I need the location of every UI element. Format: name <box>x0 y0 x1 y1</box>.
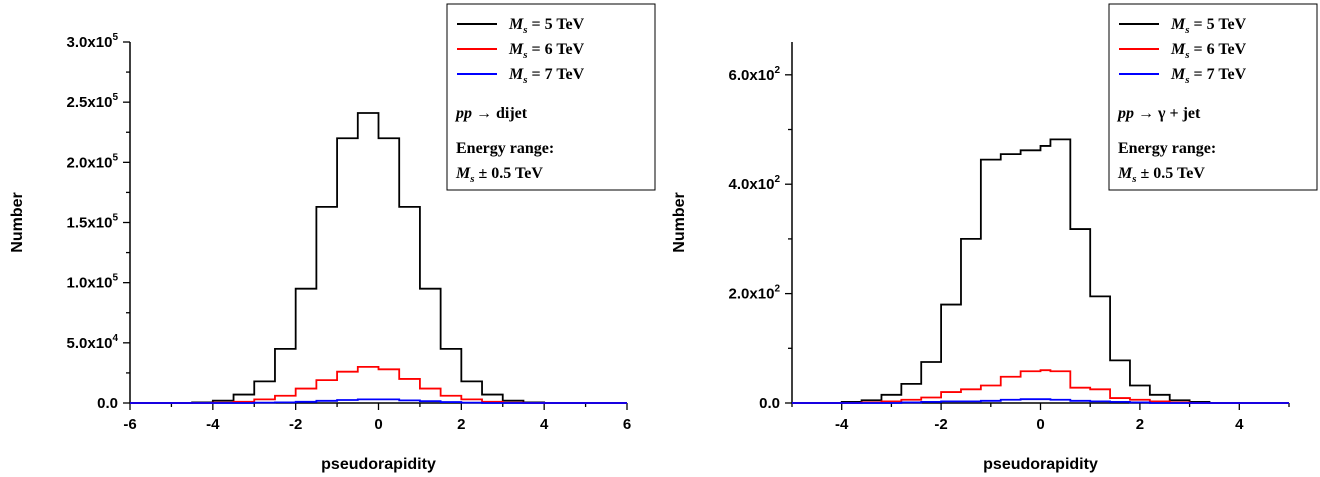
x-tick-label: 0 <box>374 416 382 433</box>
x-tick-label: 0 <box>1036 416 1044 433</box>
y-tick-label: 6.0x102 <box>729 65 781 84</box>
x-tick-label: 4 <box>540 416 549 433</box>
legend-process-label: pp → dijet <box>454 105 528 122</box>
legend-entry-label: Ms = 7 TeV <box>1170 66 1247 86</box>
series-line-6-tev <box>130 366 627 404</box>
y-tick-label: 2.5x105 <box>67 92 119 111</box>
x-tick-label: -4 <box>206 416 220 433</box>
legend-energy-heading: Energy range: <box>1118 140 1216 157</box>
y-tick-label: 0.0 <box>759 395 780 412</box>
y-tick-label: 1.0x105 <box>67 273 119 292</box>
series-line-7-tev <box>130 398 627 404</box>
legend-energy-range: Ms ± 0.5 TeV <box>1117 165 1205 185</box>
x-tick-label: -4 <box>835 416 849 433</box>
chart-left-dijet: -6 -4 -2 0 2 4 6 0.0 5.0x104 1.0x105 1.5x105 2.0x10… <box>9 3 656 473</box>
legend-process-label: pp → γ + jet <box>1116 105 1201 122</box>
x-tick-label: 2 <box>1136 416 1144 433</box>
series-line-5-tev <box>792 138 1289 404</box>
x-axis-title: pseudorapidity <box>321 456 436 473</box>
legend-entry-label: Ms = 5 TeV <box>1170 16 1247 36</box>
y-tick-label: 0.0 <box>97 395 118 412</box>
y-tick-label: 4.0x102 <box>729 174 781 193</box>
x-axis-title: pseudorapidity <box>983 456 1098 473</box>
series-line-5-tev <box>130 112 627 404</box>
x-tick-label: 2 <box>457 416 465 433</box>
series-line-6-tev <box>792 369 1289 404</box>
legend: Ms = 5 TeV Ms = 6 TeV Ms = 7 TeV pp → γ + j… <box>1108 3 1318 191</box>
legend-entry-label: Ms = 5 TeV <box>508 16 585 36</box>
legend-box <box>446 3 656 191</box>
legend-entry-label: Ms = 6 TeV <box>508 41 585 61</box>
x-tick-label: -6 <box>123 416 136 433</box>
legend-entry-label: Ms = 6 TeV <box>1170 41 1247 61</box>
series-line-7-tev <box>792 398 1289 404</box>
y-tick-label: 2.0x105 <box>67 152 119 171</box>
y-tick-label: 3.0x105 <box>67 32 119 51</box>
legend-energy-range: Ms ± 0.5 TeV <box>455 165 543 185</box>
y-axis-title: Number <box>9 192 26 252</box>
x-tick-label: -2 <box>934 416 947 433</box>
legend-entry-label: Ms = 7 TeV <box>508 66 585 86</box>
y-tick-label: 2.0x102 <box>729 284 781 303</box>
y-tick-label: 1.5x105 <box>67 213 119 232</box>
legend: Ms = 5 TeV Ms = 6 TeV Ms = 7 TeV pp → dijet… <box>446 3 656 191</box>
x-tick-label: 4 <box>1235 416 1244 433</box>
x-tick-label: 6 <box>623 416 631 433</box>
x-tick-label: -2 <box>289 416 302 433</box>
chart-right-photon-jet: -4 -2 0 2 4 0.0 2.0x102 4.0x102 6.0x102 pseudorap… <box>671 3 1318 473</box>
legend-energy-heading: Energy range: <box>456 140 554 157</box>
y-axis-title: Number <box>671 192 688 252</box>
legend-box <box>1108 3 1318 191</box>
y-tick-label: 5.0x104 <box>67 333 119 352</box>
